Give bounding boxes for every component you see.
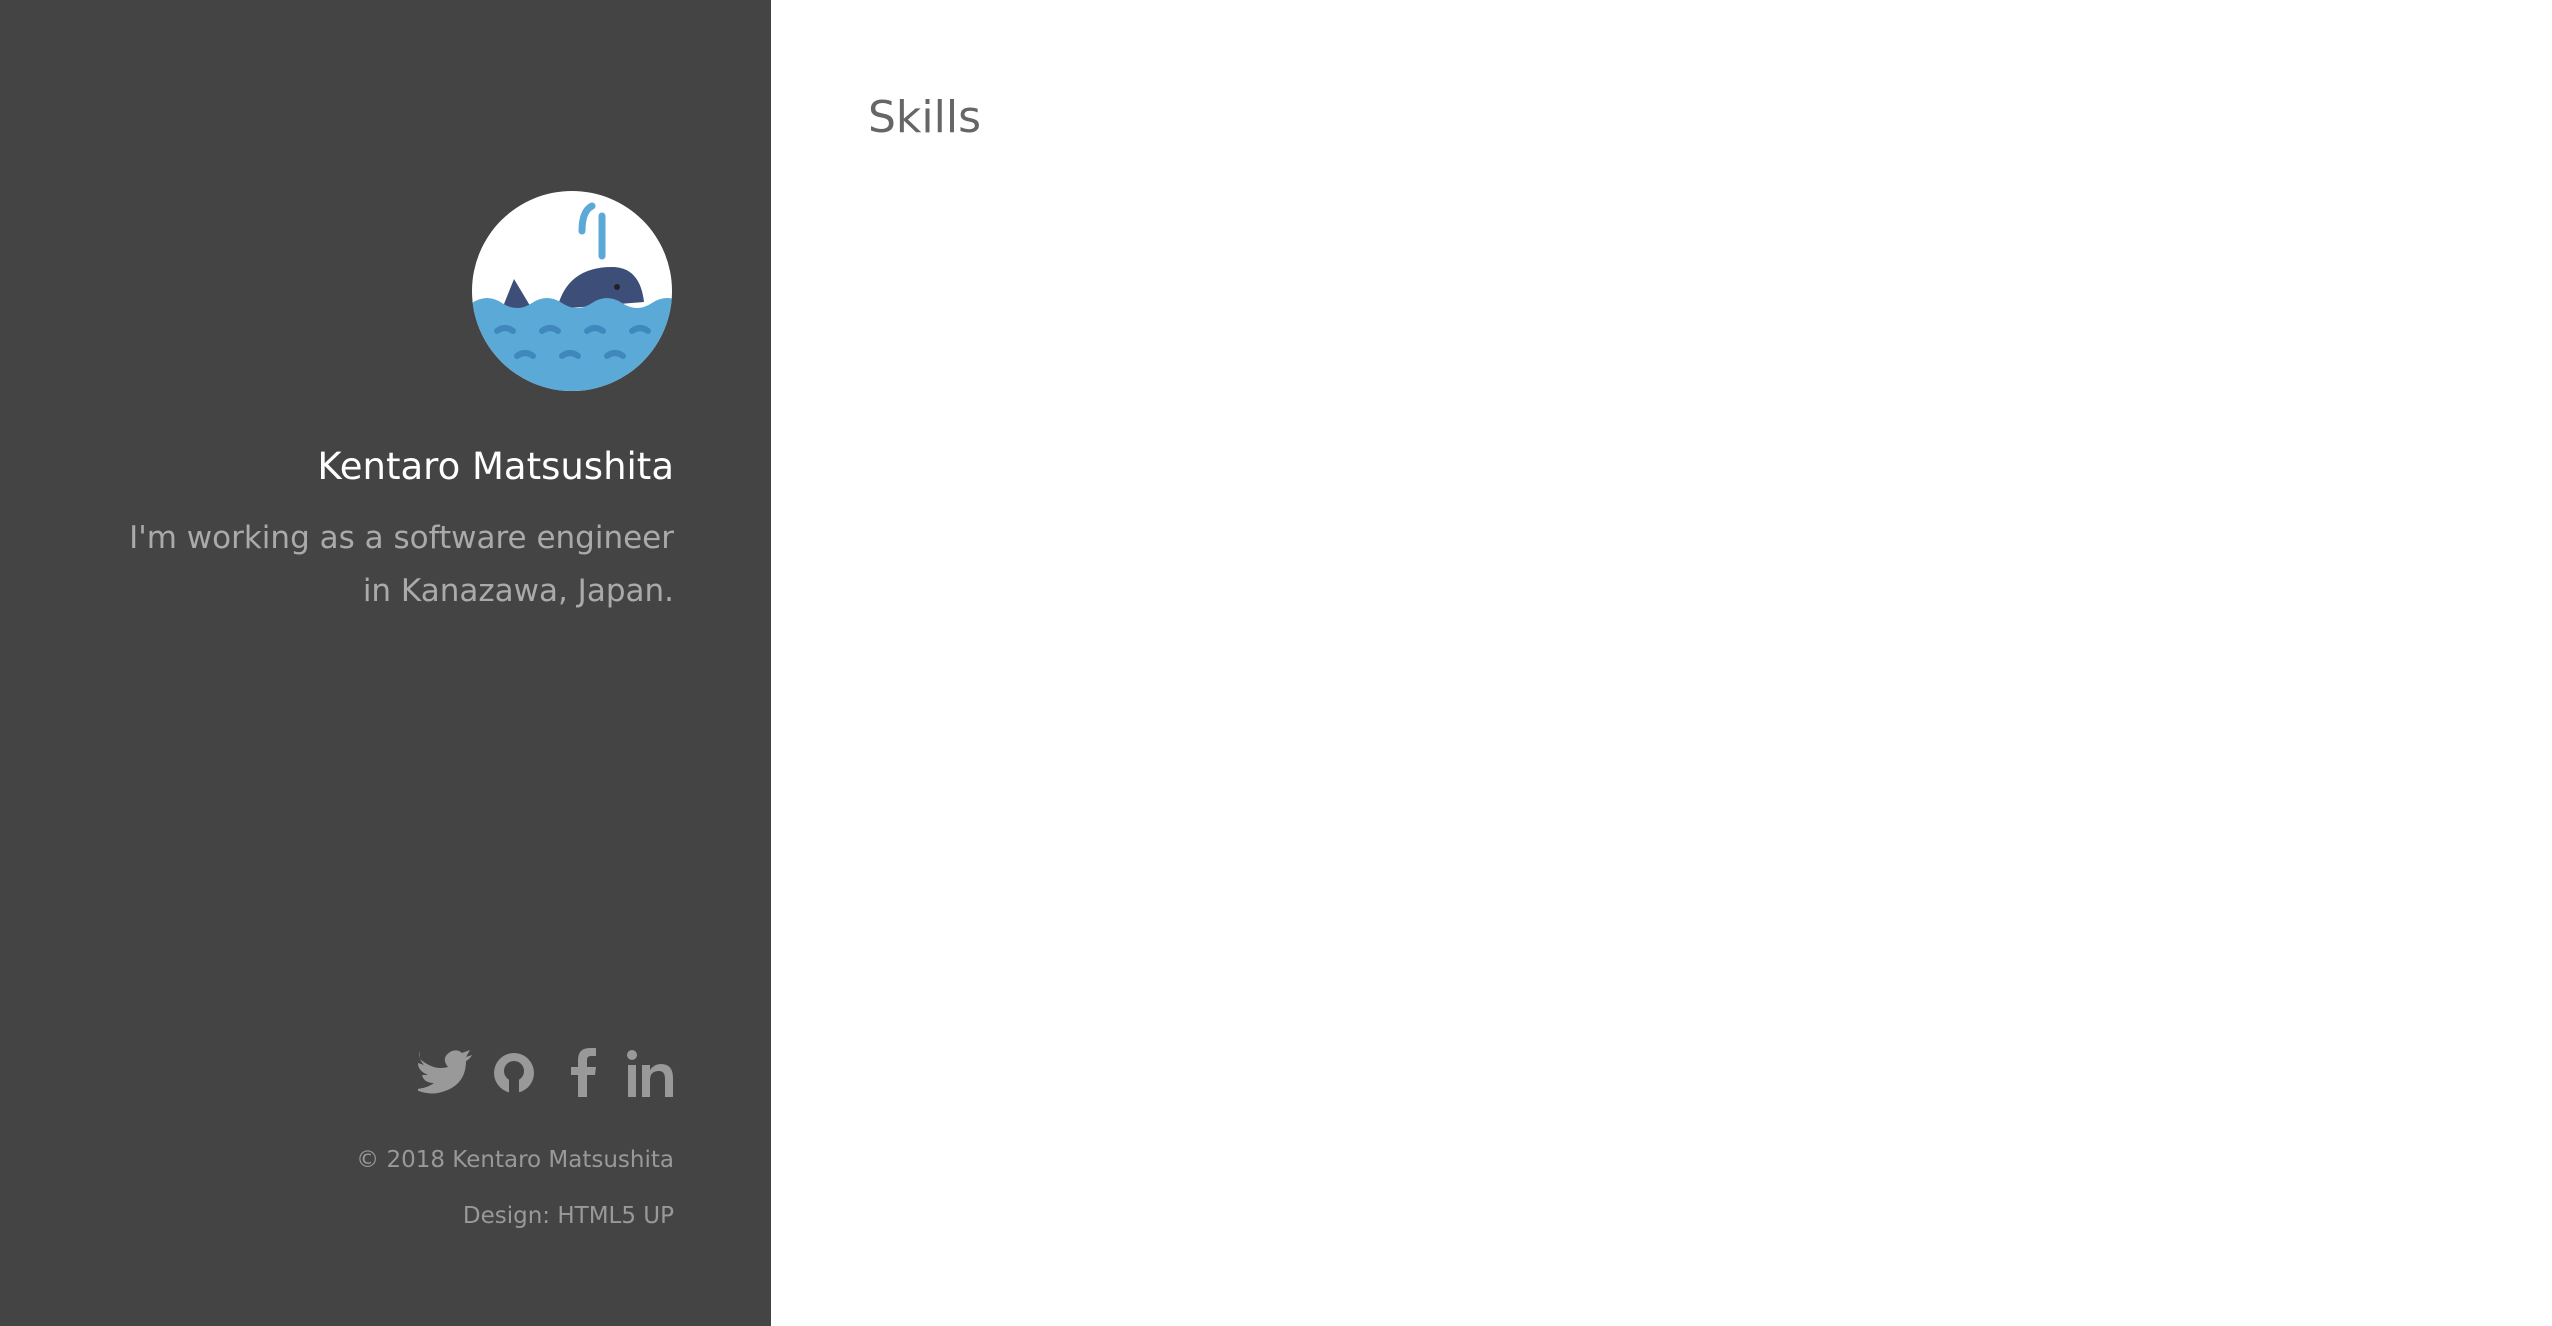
avatar <box>472 191 672 391</box>
linkedin-icon[interactable] <box>627 1050 673 1097</box>
profile-bio: I'm working as a software engineer in Ka… <box>129 520 674 609</box>
skill-value: 60 <box>2423 243 2448 265</box>
skill-value: 80 <box>2423 243 2448 265</box>
skill-name: AWS <box>904 237 981 272</box>
skill-name: HTML <box>904 237 999 272</box>
github-icon[interactable] <box>494 1053 534 1095</box>
skill-name: CSS <box>904 237 969 272</box>
social-icons <box>418 1048 673 1097</box>
skill-value: 40 <box>2423 243 2448 265</box>
skill-name: Go <box>904 237 950 272</box>
skill-name: TypeScript <box>904 237 1083 272</box>
copyright: © 2018 Kentaro Matsushita <box>356 1147 674 1173</box>
sidebar: Kentaro Matsushita I'm working as a soft… <box>0 0 771 1326</box>
skill-value: 40 <box>2423 243 2448 265</box>
skill-value: 70 <box>2423 243 2448 265</box>
skill-name: Node.js <box>904 237 1032 272</box>
profile-name: Kentaro Matsushita <box>317 445 674 488</box>
skill-value: 60 <box>2423 243 2448 265</box>
skill-value: 70 <box>2423 243 2448 265</box>
skill-value: 50 <box>2423 243 2448 265</box>
skill-name: Java <box>904 237 976 272</box>
skill-value: 60 <box>2423 243 2448 265</box>
design-credit[interactable]: Design: HTML5 UP <box>462 1203 674 1229</box>
facebook-icon[interactable] <box>571 1048 596 1097</box>
skill-name: JavaScript (ES2015) <box>904 237 1239 272</box>
twitter-icon[interactable] <box>418 1050 472 1094</box>
section-title: Skills <box>868 92 982 143</box>
skill-name: React.js <box>904 237 1040 272</box>
